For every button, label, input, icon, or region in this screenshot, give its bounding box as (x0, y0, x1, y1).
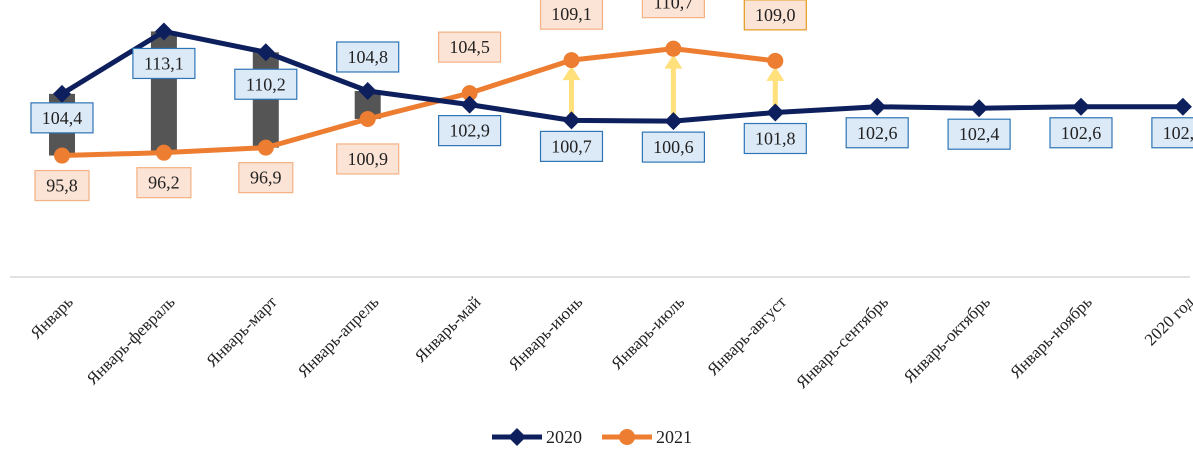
point-2021-5 (563, 52, 580, 69)
label-2021-0: 95,8 (46, 176, 78, 196)
legend-marker-2021 (619, 429, 635, 445)
label-2020-10-box (1049, 117, 1113, 149)
point-2021-7 (767, 52, 784, 69)
x-tick-label-7: Январь-август (703, 292, 790, 379)
label-2020-3: 104,8 (347, 47, 388, 67)
label-2020-1: 113,1 (144, 53, 184, 73)
label-2021-3-box (336, 143, 400, 175)
label-2020-5: 100,7 (551, 136, 592, 156)
x-tick-label-5: Январь-июнь (505, 292, 587, 374)
x-tick-label-10: Январь-ноябрь (1006, 292, 1096, 382)
label-2021-1: 96,2 (148, 173, 180, 193)
label-2020-9: 102,4 (959, 124, 1000, 144)
label-2020-4-box (438, 115, 502, 147)
legend-label-2021: 2021 (656, 427, 692, 447)
label-2020-2-box (234, 68, 298, 100)
point-2020-3 (358, 81, 377, 100)
label-2020-3-box (336, 41, 400, 73)
x-tick-label-3: Январь-апрель (294, 292, 383, 381)
label-2020-9-box (947, 118, 1011, 150)
x-tick-label-4: Январь-май (411, 292, 485, 366)
x-tick-label-6: Январь-июль (607, 292, 688, 373)
label-2021-3: 100,9 (347, 149, 388, 169)
label-2021-6-box (641, 0, 706, 19)
label-2020-11: 102,6 (1163, 123, 1193, 143)
point-2020-1 (154, 22, 173, 41)
label-2020-1-box (132, 47, 196, 80)
label-2021-5-box (539, 0, 604, 30)
label-2020-7-box (743, 122, 807, 155)
legend-marker-2020 (508, 428, 526, 446)
x-tick-label-11: 2020 год (1141, 292, 1193, 349)
x-tick-label-0: Январь (27, 292, 77, 342)
up-arrow-head-5 (562, 66, 581, 81)
up-arrow-head-7 (766, 66, 785, 81)
label-2021-1-box (136, 167, 192, 199)
label-2021-4: 104,5 (449, 37, 490, 57)
point-2020-2 (256, 43, 275, 62)
x-tick-label-1: Январь-февраль (83, 292, 179, 388)
point-2021-1 (155, 144, 172, 161)
up-arrow-head-6 (664, 54, 683, 69)
series-line-2021 (61, 46, 776, 159)
point-2021-6 (665, 40, 682, 57)
down-bar-2 (252, 52, 279, 148)
label-2021-7-box (743, 0, 807, 31)
point-2020-9 (970, 99, 989, 118)
point-2020-11 (1173, 97, 1192, 116)
point-2020-10 (1072, 97, 1090, 116)
label-2021-4-box (438, 31, 502, 63)
label-2020-0: 104,4 (42, 108, 83, 128)
point-2020-8 (868, 97, 887, 116)
label-2020-4: 102,9 (449, 121, 490, 141)
label-2021-5: 109,1 (551, 4, 592, 24)
point-2020-4 (460, 95, 479, 114)
label-2020-8-box (845, 117, 909, 149)
point-2021-3 (359, 110, 376, 127)
label-2020-0-box (30, 102, 94, 134)
x-tick-label-8: Январь-сентябрь (792, 292, 892, 392)
point-2020-7 (766, 103, 785, 122)
label-2020-5-box (539, 130, 604, 162)
label-2020-10: 102,6 (1061, 123, 1102, 143)
legend-label-2020: 2020 (546, 427, 582, 447)
point-2020-0 (53, 84, 71, 103)
x-tick-label-2: Январь-март (202, 292, 281, 371)
label-2021-2-box (238, 162, 294, 194)
point-2021-0 (54, 147, 70, 164)
x-tick-label-9: Январь-октябрь (900, 292, 994, 386)
label-2021-6: 110,7 (653, 0, 693, 13)
label-2020-6-box (641, 131, 706, 163)
label-2021-0-box (34, 169, 90, 202)
label-2021-7: 109,0 (755, 5, 796, 25)
label-2020-8: 102,6 (857, 123, 898, 143)
point-2021-2 (257, 139, 274, 156)
series-line-2020 (60, 28, 1183, 124)
label-2020-6: 100,6 (653, 137, 694, 157)
point-2021-4 (461, 85, 478, 102)
label-2020-7: 101,8 (755, 129, 796, 149)
label-2020-11-box (1151, 117, 1193, 149)
point-2020-6 (664, 112, 683, 131)
label-2020-2: 110,2 (246, 74, 286, 94)
point-2020-5 (562, 111, 581, 130)
label-2021-2: 96,9 (250, 168, 282, 188)
